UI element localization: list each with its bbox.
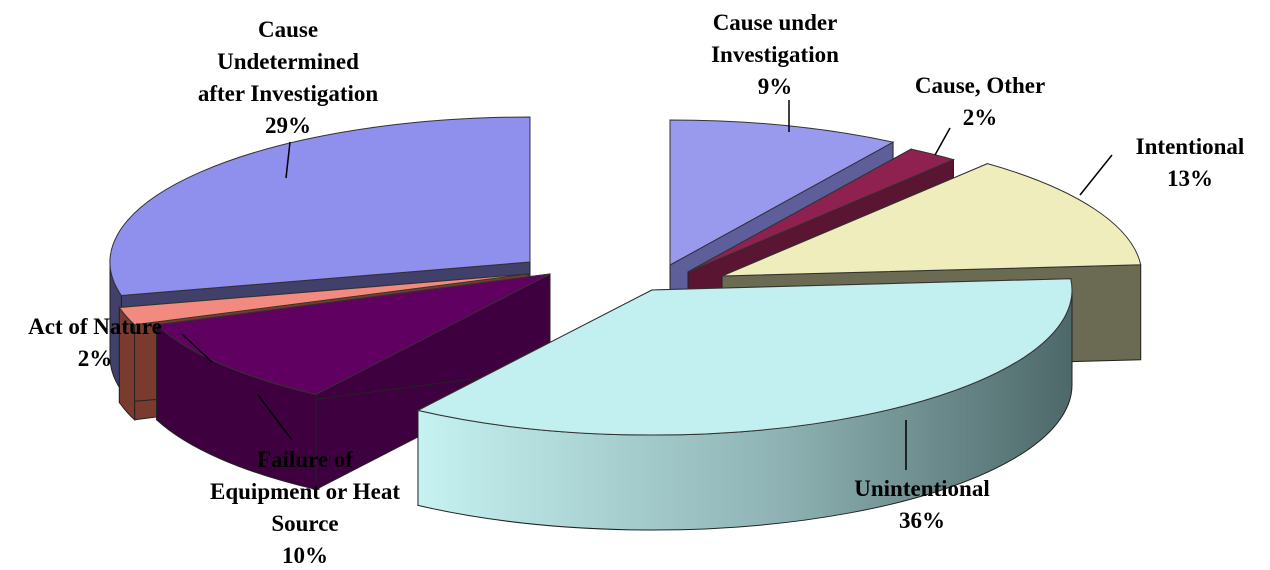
leader-line-intentional [1079,154,1113,196]
leader-line-cause-undetermined-after-investigation [285,141,291,179]
data-label-line: Equipment or Heat [210,479,400,504]
data-label-cause-undetermined-after-investigation: Cause Undetermined after Investigation 29% [198,17,379,138]
data-label-act-of-nature: Act of Nature 2% [28,314,162,371]
data-label-line: 36% [899,508,945,533]
data-label-cause-under-investigation: Cause under Investigation 9% [711,10,839,99]
data-label-line: 13% [1167,166,1213,191]
data-label-line: Source [271,511,338,536]
data-label-line: Investigation [711,42,839,67]
leader-line-failure-of-equipment-or-heat-source [257,394,293,441]
data-label-line: Undetermined [217,49,359,74]
data-label-line: 2% [78,346,113,371]
data-label-unintentional: Unintentional 36% [854,476,989,533]
slice-top-cause-undetermined-after-investigation [109,116,531,297]
slice-top-unintentional [416,278,1073,436]
pie-slice-failure-of-equipment-or-heat-source [155,273,551,491]
slice-top-intentional [721,163,1142,277]
data-label-line: after Investigation [198,81,379,106]
pie-slice-unintentional [416,278,1073,531]
data-label-line: Cause [258,17,318,42]
data-label-failure-of-equipment-or-heat-source: Failure of Equipment or Heat Source 10% [210,447,400,568]
slice-top-act-of-nature [118,273,529,326]
data-label-line: Cause under [713,10,838,35]
data-label-line: 29% [265,113,311,138]
data-label-cause-other: Cause, Other 2% [915,73,1045,130]
data-label-line: Act of Nature [28,314,162,339]
slice-top-failure-of-equipment-or-heat-source [155,273,551,395]
data-label-line: Cause, Other [915,73,1045,98]
slice-top-cause-other [687,148,956,273]
slice-top-cause-under-investigation [669,119,895,266]
leader-line-cause-other [934,127,951,156]
data-label-line: Intentional [1136,134,1245,159]
data-label-line: 9% [758,74,793,99]
data-label-line: 2% [963,105,998,130]
data-label-line: Unintentional [854,476,989,501]
leader-line-act-of-nature [181,333,213,363]
data-label-intentional: Intentional 13% [1136,134,1245,191]
data-label-line: 10% [282,543,328,568]
data-label-line: Failure of [257,447,353,472]
